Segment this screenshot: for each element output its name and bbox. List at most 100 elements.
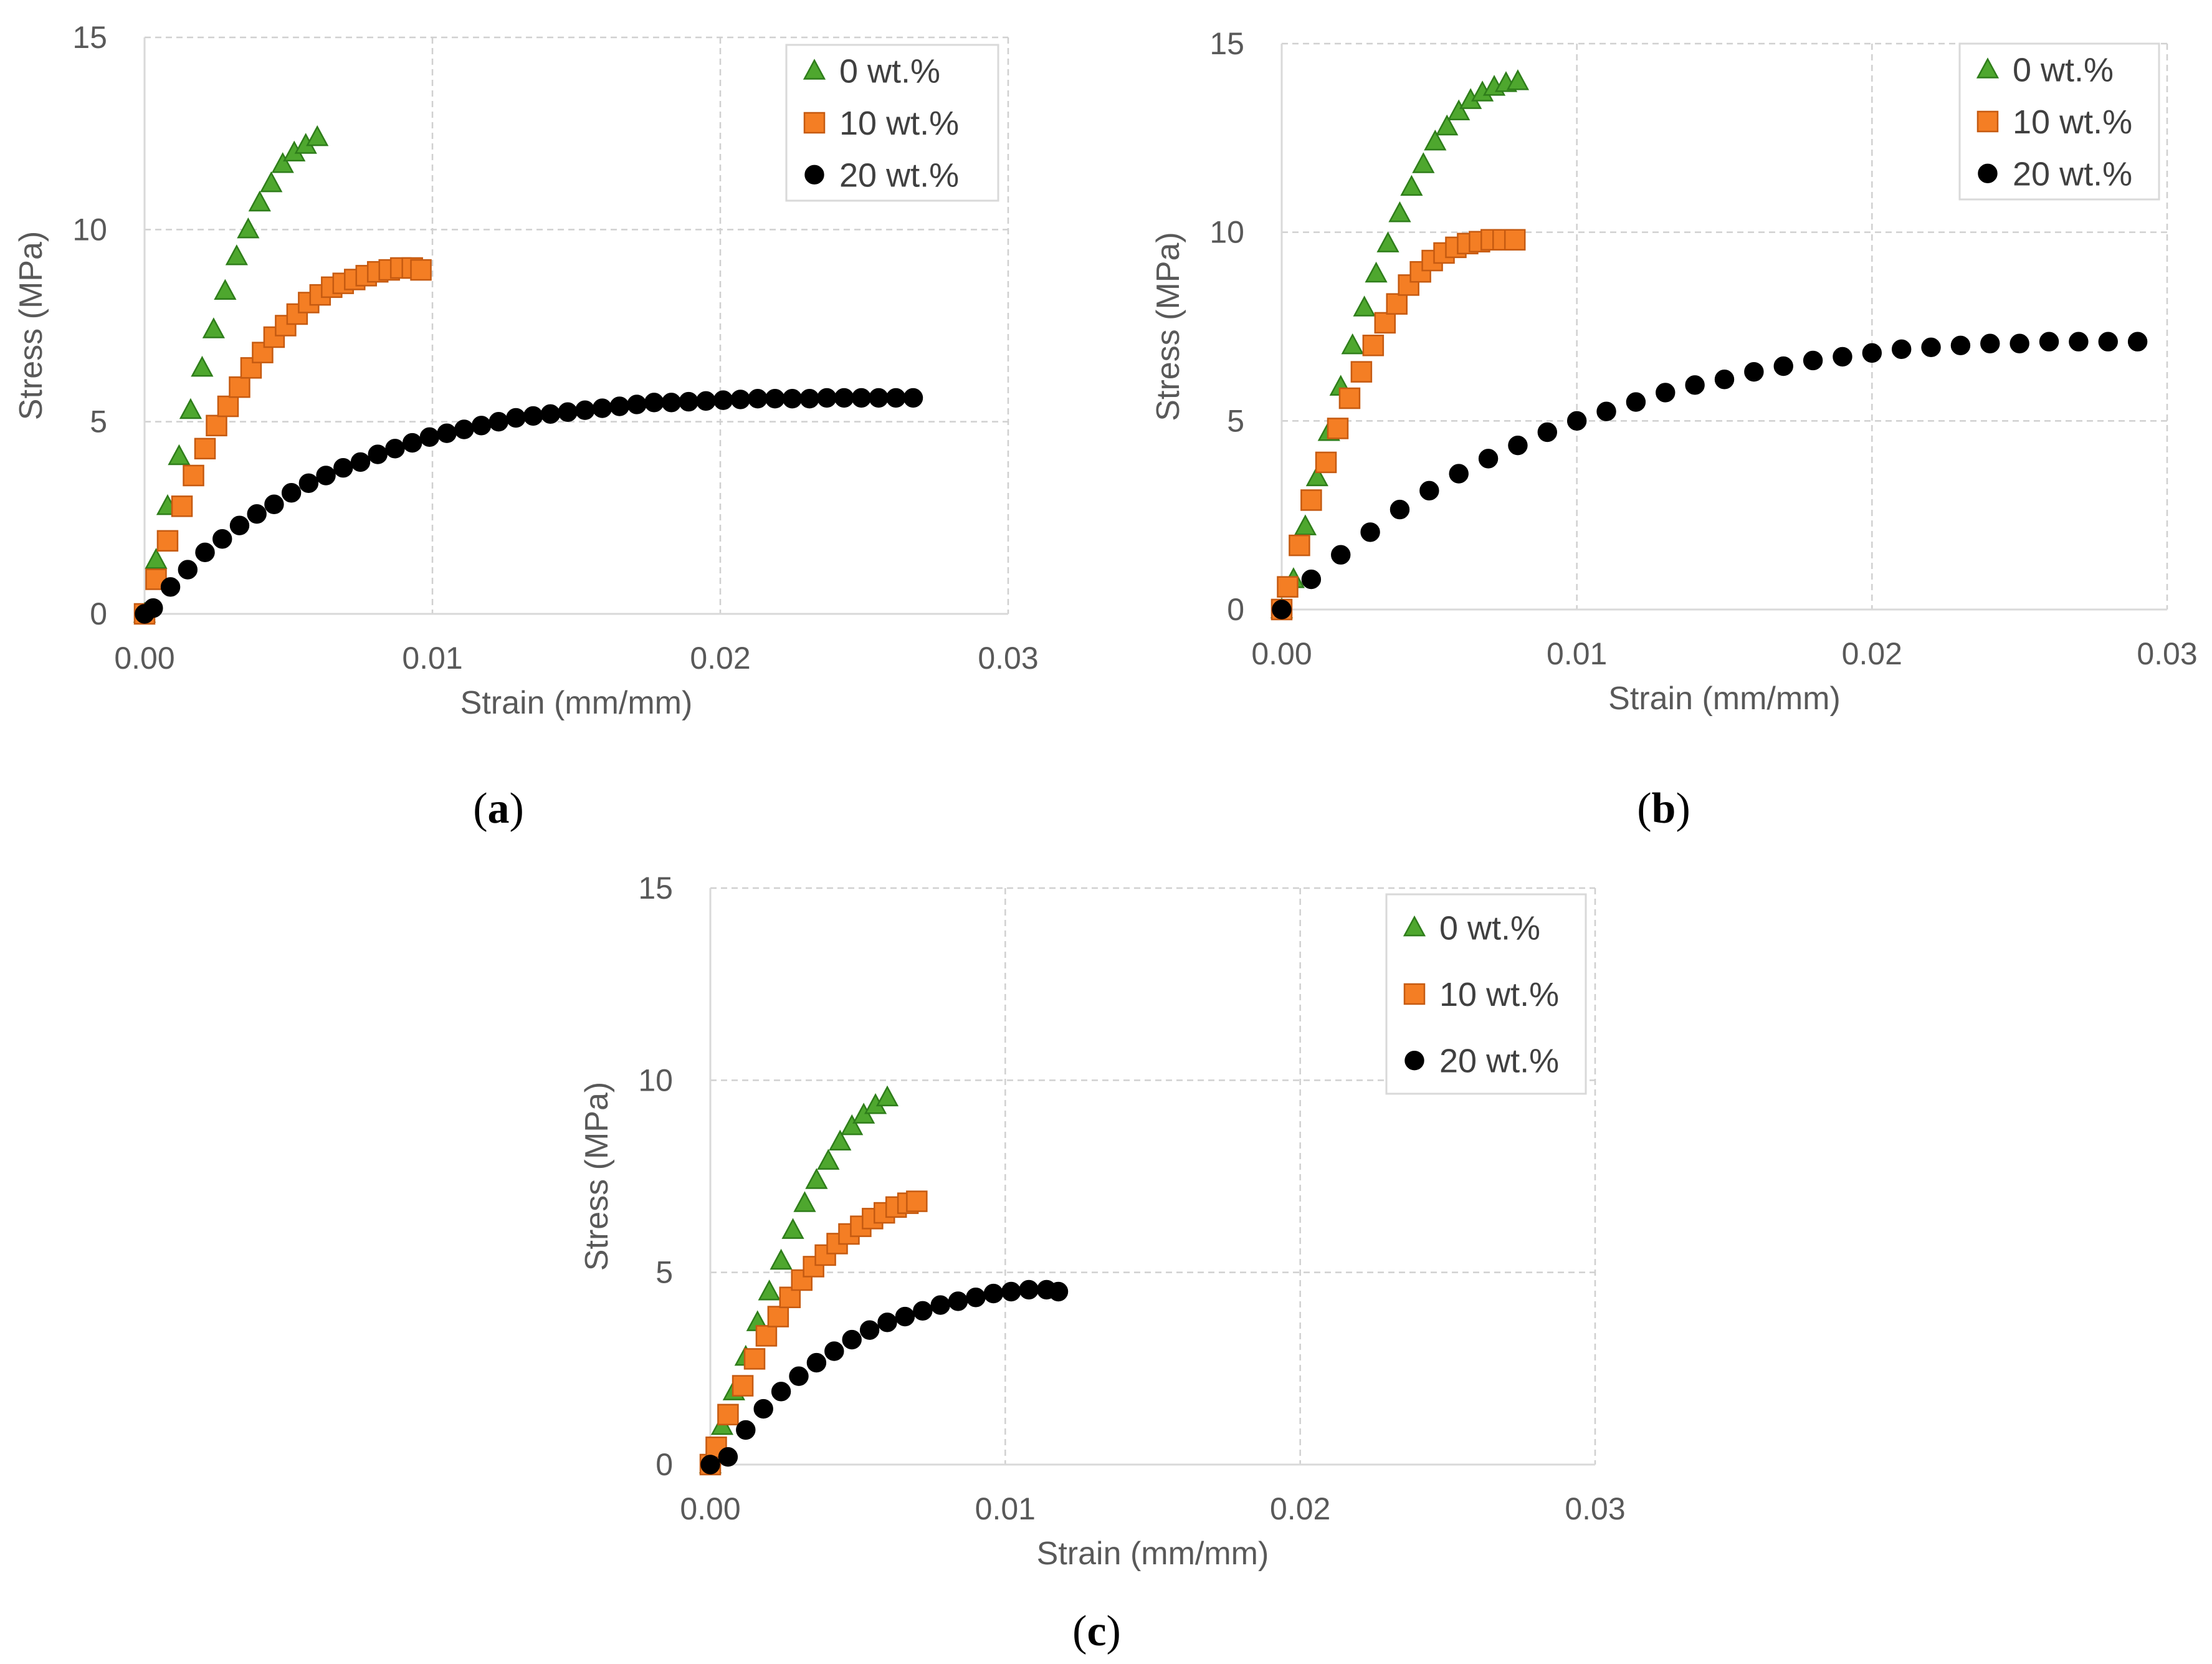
data-point bbox=[718, 1446, 738, 1467]
legend-label: 0 wt.% bbox=[839, 53, 940, 90]
y-tick-label: 10 bbox=[72, 212, 107, 247]
data-point bbox=[212, 529, 232, 549]
legend-marker bbox=[1403, 983, 1426, 1005]
data-point bbox=[214, 279, 237, 300]
series-square bbox=[699, 1190, 928, 1476]
chart-panel-c: 0.00 0.01 0.02 0.03 0 5 10 15 Strain (mm/mm) Stre… bbox=[579, 871, 1626, 1655]
data-point bbox=[1506, 69, 1530, 90]
data-point bbox=[160, 577, 181, 597]
y-tick-label: 5 bbox=[90, 404, 107, 439]
data-point bbox=[696, 391, 716, 411]
data-point bbox=[627, 394, 647, 414]
data-point bbox=[806, 1352, 827, 1373]
data-point bbox=[1626, 392, 1646, 412]
data-point bbox=[454, 419, 474, 439]
data-point bbox=[799, 388, 819, 409]
data-point bbox=[824, 1341, 844, 1361]
data-point bbox=[2039, 332, 2059, 351]
data-point bbox=[717, 1403, 739, 1426]
legend-marker bbox=[804, 165, 824, 185]
data-point bbox=[592, 398, 613, 418]
legend-label: 0 wt.% bbox=[2013, 52, 2114, 89]
data-point bbox=[1803, 350, 1823, 371]
data-point bbox=[730, 390, 751, 409]
data-point bbox=[194, 438, 216, 460]
data-point bbox=[875, 1085, 899, 1107]
data-point bbox=[1341, 333, 1364, 355]
data-point bbox=[402, 433, 422, 453]
data-point bbox=[1714, 370, 1735, 390]
data-point bbox=[793, 1191, 816, 1212]
x-tick-label: 0.00 bbox=[680, 1491, 740, 1526]
data-point bbox=[437, 423, 457, 443]
data-point bbox=[145, 548, 168, 569]
data-point bbox=[2069, 332, 2089, 351]
data-point bbox=[168, 444, 191, 466]
legend: 0 wt.% 10 wt.% 20 wt.% bbox=[1958, 42, 2160, 201]
data-point bbox=[575, 400, 595, 420]
series-circle bbox=[1272, 332, 2148, 619]
data-point bbox=[225, 244, 248, 265]
data-point bbox=[183, 464, 204, 487]
data-point bbox=[385, 439, 405, 459]
data-point bbox=[859, 1320, 880, 1340]
data-point bbox=[1508, 435, 1528, 456]
data-point bbox=[1419, 481, 1439, 501]
data-point bbox=[143, 598, 163, 618]
series-square bbox=[1270, 229, 1526, 621]
panel-label: (a) bbox=[473, 785, 524, 833]
data-point bbox=[1376, 231, 1399, 252]
data-point bbox=[930, 1295, 950, 1315]
data-point bbox=[913, 1301, 933, 1321]
data-point bbox=[948, 1291, 968, 1311]
data-point bbox=[789, 1366, 809, 1386]
data-point bbox=[1390, 499, 1410, 520]
legend-marker bbox=[1403, 915, 1426, 937]
data-point bbox=[814, 1244, 836, 1266]
data-point bbox=[1449, 464, 1469, 484]
x-axis-title: Strain (mm/mm) bbox=[1608, 681, 1841, 717]
data-point bbox=[1272, 600, 1292, 619]
data-point bbox=[1374, 312, 1396, 334]
data-point bbox=[368, 444, 388, 464]
data-point bbox=[736, 1420, 756, 1440]
x-tick-label: 0.00 bbox=[1251, 636, 1312, 671]
legend-marker bbox=[803, 112, 826, 134]
x-tick-label: 0.00 bbox=[114, 641, 174, 676]
data-point bbox=[263, 326, 285, 348]
data-point bbox=[869, 388, 889, 408]
data-point bbox=[1365, 261, 1388, 283]
data-point bbox=[1400, 175, 1423, 196]
data-point bbox=[179, 398, 203, 419]
gridlines bbox=[1282, 42, 2168, 610]
data-point bbox=[1656, 383, 1676, 403]
series-triangle bbox=[133, 125, 329, 623]
data-point bbox=[895, 1306, 915, 1327]
y-tick-label: 15 bbox=[1209, 26, 1244, 61]
data-point bbox=[1921, 337, 1941, 357]
data-point bbox=[966, 1288, 986, 1308]
data-point bbox=[248, 190, 271, 212]
y-tick-label: 10 bbox=[638, 1063, 673, 1097]
y-tick-label: 0 bbox=[90, 596, 107, 631]
data-point bbox=[506, 408, 526, 428]
data-point bbox=[743, 1348, 766, 1370]
data-point bbox=[316, 466, 336, 485]
series-circle bbox=[700, 1279, 1069, 1475]
panel-label: (c) bbox=[1072, 1607, 1121, 1655]
data-point bbox=[1300, 489, 1322, 511]
data-point bbox=[1305, 465, 1328, 487]
legend: 0 wt.% 10 wt.% 20 wt.% bbox=[1385, 893, 1587, 1095]
data-point bbox=[178, 560, 198, 580]
legend-label: 20 wt.% bbox=[2013, 155, 2132, 193]
x-tick-label: 0.02 bbox=[1270, 1491, 1330, 1526]
gridlines bbox=[145, 36, 1009, 614]
data-point bbox=[281, 483, 302, 503]
data-point bbox=[1566, 411, 1587, 431]
data-point bbox=[805, 1168, 828, 1189]
data-point bbox=[713, 390, 733, 410]
data-point bbox=[748, 388, 768, 409]
y-tick-label: 0 bbox=[655, 1447, 673, 1482]
data-point bbox=[264, 494, 284, 514]
data-point bbox=[1537, 422, 1558, 442]
